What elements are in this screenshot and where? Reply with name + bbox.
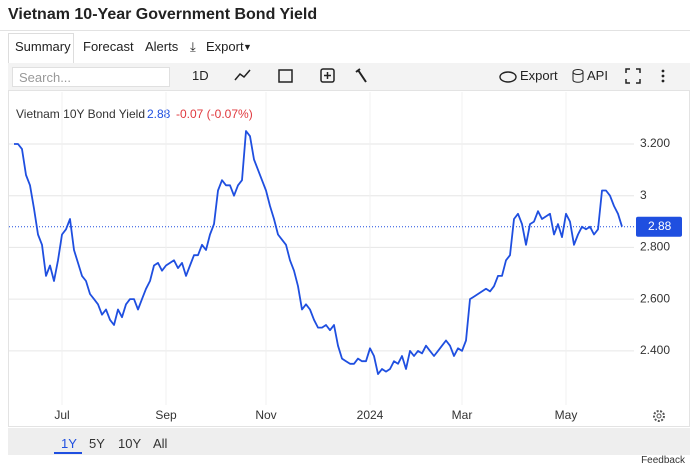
fullscreen-icon[interactable] [625, 68, 641, 84]
active-underline [54, 452, 82, 454]
y-tick-label: 2.600 [640, 291, 670, 305]
y-tick-label: 2.800 [640, 240, 670, 254]
x-tick-label: Mar [452, 408, 473, 422]
toolbar-icons-right [625, 68, 665, 84]
settings-icon[interactable] [651, 408, 667, 424]
line-icon[interactable] [234, 69, 251, 81]
toolbar-icons [234, 68, 367, 83]
line-series [14, 130, 623, 375]
last-value-label: 2.88 [648, 219, 672, 233]
range-bar [8, 428, 690, 455]
active-tab-frame [8, 33, 74, 63]
tab-bar: Summary Forecast Alerts ⤓ Export ▼ [0, 30, 690, 63]
tab[interactable]: Export [206, 39, 244, 54]
last-value-box [636, 216, 682, 237]
x-tick-label: May [555, 408, 578, 422]
legend-name: Vietnam 10Y Bond Yield [16, 107, 145, 121]
tab[interactable]: Forecast [83, 39, 134, 54]
x-tick-label: 2024 [357, 408, 384, 422]
wrench-icon[interactable] [355, 68, 367, 83]
api-button[interactable]: API [587, 68, 608, 83]
interval-button[interactable]: 1D [192, 68, 209, 83]
add-icon[interactable] [320, 68, 335, 83]
cloud-icon [499, 71, 517, 83]
chart: Vietnam 10Y Bond Yield 2.88 -0.07 (-0.07… [9, 92, 682, 422]
dropdown-caret: ▼ [243, 42, 252, 52]
range-button[interactable]: 10Y [118, 436, 142, 451]
export-icon: ⤓ [190, 39, 196, 54]
tab[interactable]: Summary [15, 39, 71, 54]
legend-value: 2.88 [147, 107, 171, 121]
range-button[interactable]: All [153, 436, 168, 451]
x-tick-label: Nov [255, 408, 276, 422]
y-tick-label: 3.200 [640, 136, 670, 150]
feedback-link[interactable]: Feedback [641, 455, 685, 466]
search-input[interactable]: Search... [12, 67, 170, 87]
plus [324, 72, 331, 79]
db-icon [572, 69, 584, 83]
calendar-icon[interactable] [278, 69, 293, 83]
y-tick-label: 3 [640, 188, 647, 202]
export-button[interactable]: Export [520, 68, 558, 83]
x-tick-label: Jul [54, 408, 69, 422]
range-button[interactable]: 5Y [89, 436, 105, 451]
page-title: Vietnam 10-Year Government Bond Yield [8, 6, 318, 23]
y-tick-label: 2.400 [640, 343, 670, 357]
menu-icon[interactable] [661, 79, 665, 83]
x-tick-label: Sep [155, 408, 177, 422]
tab[interactable]: Alerts [145, 39, 179, 54]
legend-change: -0.07 (-0.07%) [176, 107, 253, 121]
range-button[interactable]: 1Y [61, 436, 77, 451]
